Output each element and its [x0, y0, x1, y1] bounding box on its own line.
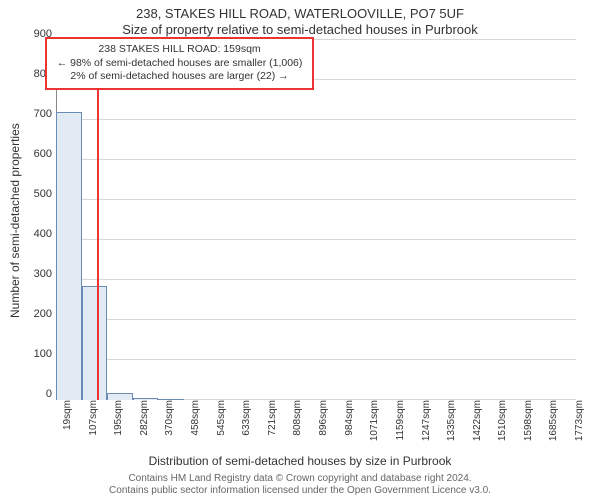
y-tick-label: 0 — [46, 388, 56, 400]
histogram-bar — [82, 286, 108, 400]
plot-area: 010020030040050060070080090019sqm107sqm1… — [56, 40, 576, 400]
x-tick-label: 984sqm — [342, 400, 355, 436]
gridline — [56, 239, 576, 240]
gridline — [56, 359, 576, 360]
y-tick-label: 300 — [34, 268, 56, 280]
gridline — [56, 319, 576, 320]
y-tick-label: 600 — [34, 148, 56, 160]
x-tick-label: 1685sqm — [546, 400, 559, 441]
x-tick-label: 808sqm — [290, 400, 303, 436]
gridline — [56, 159, 576, 160]
y-tick-label: 500 — [34, 188, 56, 200]
chart-subtitle: Size of property relative to semi-detach… — [0, 22, 600, 37]
x-tick-label: 282sqm — [137, 400, 150, 436]
x-tick-label: 107sqm — [86, 400, 99, 436]
y-tick-label: 700 — [34, 108, 56, 120]
plot-border — [56, 40, 576, 400]
x-axis-label: Distribution of semi-detached houses by … — [0, 454, 600, 468]
histogram-bar — [107, 393, 132, 400]
y-tick-label: 100 — [34, 348, 56, 360]
annotation-line: 2% of semi-detached houses are larger (2… — [57, 70, 303, 84]
x-tick-label: 721sqm — [265, 400, 278, 436]
x-tick-label: 195sqm — [111, 400, 124, 436]
x-tick-label: 1335sqm — [444, 400, 457, 441]
x-tick-label: 1159sqm — [393, 400, 406, 440]
x-tick-label: 1071sqm — [367, 400, 380, 441]
x-tick-label: 458sqm — [188, 400, 201, 436]
chart-title-address: 238, STAKES HILL ROAD, WATERLOOVILLE, PO… — [0, 6, 600, 21]
annotation-box: 238 STAKES HILL ROAD: 159sqm← 98% of sem… — [45, 37, 315, 90]
x-tick-label: 1422sqm — [470, 400, 483, 441]
x-tick-label: 896sqm — [316, 400, 329, 436]
x-tick-label: 545sqm — [214, 400, 227, 436]
x-tick-label: 1773sqm — [572, 400, 585, 441]
x-tick-label: 1510sqm — [495, 400, 508, 441]
x-tick-label: 633sqm — [239, 400, 252, 436]
property-marker-line — [97, 40, 99, 400]
gridline — [56, 279, 576, 280]
x-tick-label: 19sqm — [60, 400, 73, 430]
x-tick-label: 1598sqm — [521, 400, 534, 441]
y-tick-label: 200 — [34, 308, 56, 320]
annotation-line: ← 98% of semi-detached houses are smalle… — [57, 57, 303, 71]
footer-attribution-2: Contains public sector information licen… — [0, 485, 600, 496]
histogram-bar — [56, 112, 82, 400]
annotation-line: 238 STAKES HILL ROAD: 159sqm — [57, 43, 303, 57]
gridline — [56, 199, 576, 200]
y-tick-label: 400 — [34, 228, 56, 240]
footer-attribution-1: Contains HM Land Registry data © Crown c… — [0, 473, 600, 484]
y-axis-label: Number of semi-detached properties — [8, 123, 22, 318]
x-tick-label: 370sqm — [162, 400, 175, 436]
gridline — [56, 119, 576, 120]
x-tick-label: 1247sqm — [419, 400, 432, 441]
